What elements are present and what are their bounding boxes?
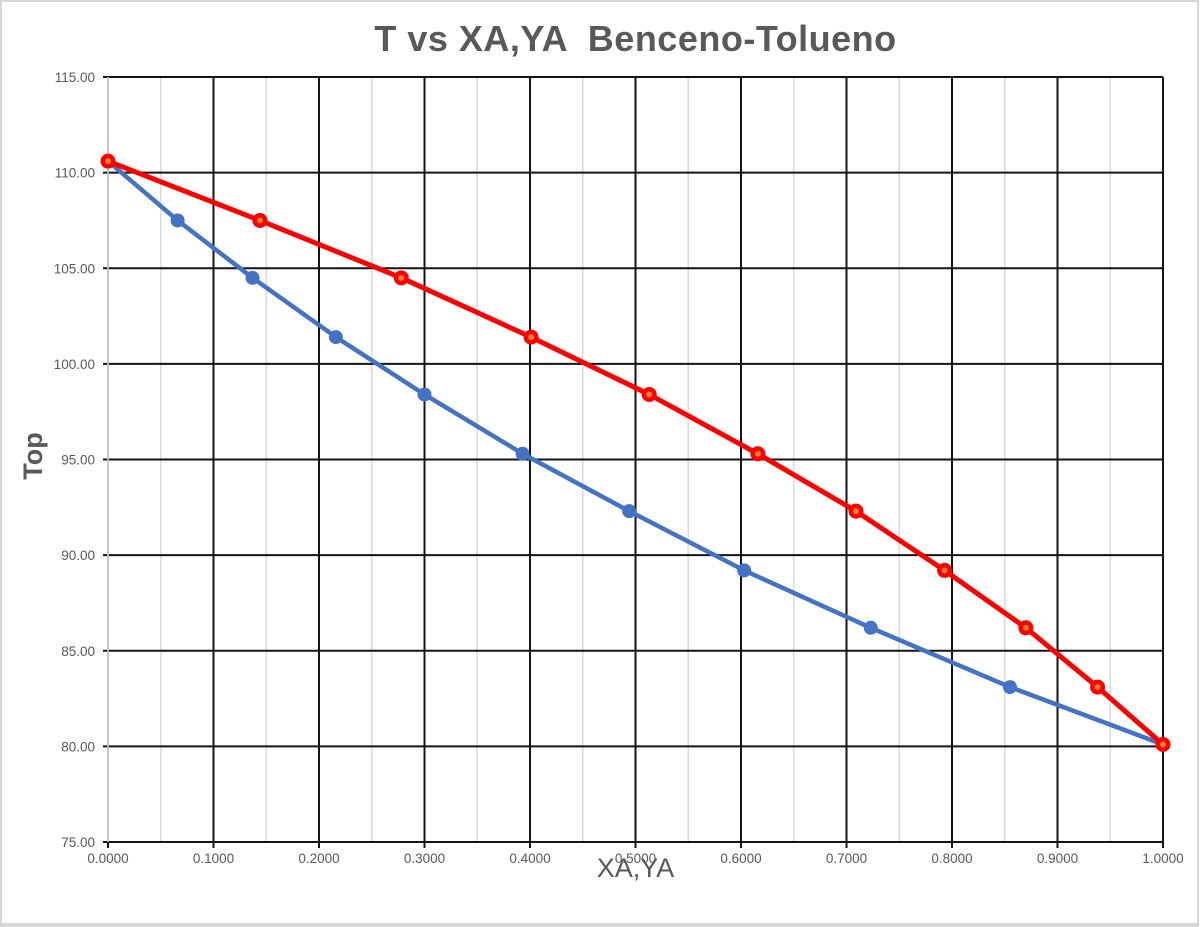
y-tick-label: 105.00 — [54, 261, 95, 276]
marker-XA — [170, 213, 185, 228]
marker-center-YA — [1022, 624, 1029, 631]
marker-XA — [622, 504, 637, 519]
y-tick-label: 100.00 — [54, 357, 95, 372]
x-tick-label: 0.9000 — [1037, 851, 1078, 866]
chart-title: T vs XA,YA Benceno-Tolueno — [374, 18, 897, 59]
x-axis-title: XA,YA — [596, 853, 675, 883]
marker-center-YA — [528, 334, 535, 341]
marker-center-YA — [941, 567, 948, 574]
marker-center-YA — [1160, 741, 1166, 748]
y-tick-label: 110.00 — [55, 166, 95, 181]
marker-XA — [863, 620, 878, 635]
marker-center-YA — [256, 217, 263, 224]
marker-center-YA — [646, 391, 653, 398]
marker-center-YA — [754, 450, 761, 457]
x-tick-label: 0.3000 — [404, 851, 445, 866]
marker-center-YA — [1094, 684, 1101, 691]
y-tick-label: 115.00 — [55, 70, 95, 85]
y-tick-label: 95.00 — [61, 453, 95, 468]
marker-XA — [328, 330, 343, 345]
y-tick-label: 85.00 — [61, 644, 95, 659]
x-tick-label: 0.0000 — [87, 851, 128, 866]
x-tick-label: 0.6000 — [720, 851, 761, 866]
marker-center-YA — [398, 274, 405, 281]
marker-center-YA — [105, 158, 111, 165]
x-tick-label: 0.2000 — [298, 851, 339, 866]
y-tick-label: 90.00 — [61, 548, 95, 563]
marker-XA — [417, 387, 432, 402]
x-tick-label: 1.0000 — [1142, 851, 1183, 866]
x-tick-label: 0.8000 — [931, 851, 972, 866]
marker-XA — [515, 446, 530, 461]
y-axis-title: Top — [18, 432, 48, 480]
x-tick-label: 0.1000 — [193, 851, 234, 866]
x-tick-label: 0.4000 — [509, 851, 550, 866]
marker-XA — [737, 563, 752, 578]
marker-XA — [1003, 680, 1018, 695]
marker-center-YA — [852, 508, 859, 515]
marker-XA — [245, 270, 260, 285]
y-tick-label: 75.00 — [61, 835, 95, 850]
x-tick-label: 0.5000 — [615, 851, 656, 866]
y-tick-label: 80.00 — [61, 739, 95, 754]
x-tick-label: 0.7000 — [826, 851, 867, 866]
